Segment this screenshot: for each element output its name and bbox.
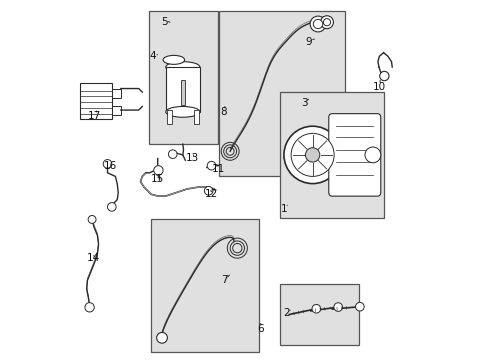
Ellipse shape — [165, 62, 200, 72]
Bar — [166, 110, 172, 125]
Circle shape — [313, 19, 322, 29]
Circle shape — [207, 161, 215, 170]
Bar — [219, 12, 344, 176]
Text: 12: 12 — [204, 189, 218, 199]
Bar — [80, 83, 112, 119]
Circle shape — [153, 166, 163, 175]
Text: 13: 13 — [185, 153, 199, 163]
Bar — [149, 12, 217, 144]
Text: 14: 14 — [86, 253, 100, 263]
Ellipse shape — [163, 55, 184, 64]
Circle shape — [311, 305, 320, 313]
Circle shape — [309, 16, 325, 32]
Bar — [112, 107, 121, 116]
Text: 16: 16 — [104, 161, 117, 171]
Circle shape — [156, 332, 167, 343]
Circle shape — [204, 186, 212, 195]
Bar — [193, 110, 199, 125]
Circle shape — [290, 134, 333, 176]
Circle shape — [333, 303, 342, 311]
Text: 6: 6 — [257, 324, 264, 334]
Text: 3: 3 — [301, 98, 307, 108]
Circle shape — [88, 216, 96, 224]
Bar — [151, 220, 258, 352]
Circle shape — [323, 19, 330, 26]
Ellipse shape — [165, 107, 200, 117]
Circle shape — [379, 71, 388, 81]
Text: 5: 5 — [161, 17, 167, 27]
Bar — [112, 89, 121, 98]
Text: 15: 15 — [151, 174, 164, 184]
Bar — [165, 67, 200, 112]
FancyBboxPatch shape — [328, 114, 380, 196]
Circle shape — [85, 303, 94, 312]
Circle shape — [320, 16, 333, 29]
Text: 17: 17 — [88, 111, 101, 121]
Text: 8: 8 — [220, 107, 226, 117]
Circle shape — [355, 302, 364, 311]
Circle shape — [305, 148, 319, 162]
Text: 11: 11 — [211, 164, 224, 174]
Bar — [280, 284, 359, 345]
Text: 4: 4 — [149, 51, 156, 61]
Text: 7: 7 — [221, 275, 228, 285]
Circle shape — [103, 159, 112, 168]
Text: 10: 10 — [372, 82, 385, 92]
Text: 2: 2 — [282, 308, 289, 318]
Bar — [280, 92, 384, 218]
Circle shape — [107, 203, 116, 211]
Circle shape — [168, 150, 177, 158]
Text: 9: 9 — [305, 37, 312, 47]
Circle shape — [284, 126, 341, 184]
Text: 1: 1 — [280, 204, 287, 214]
Bar — [181, 80, 184, 105]
Circle shape — [364, 147, 380, 163]
